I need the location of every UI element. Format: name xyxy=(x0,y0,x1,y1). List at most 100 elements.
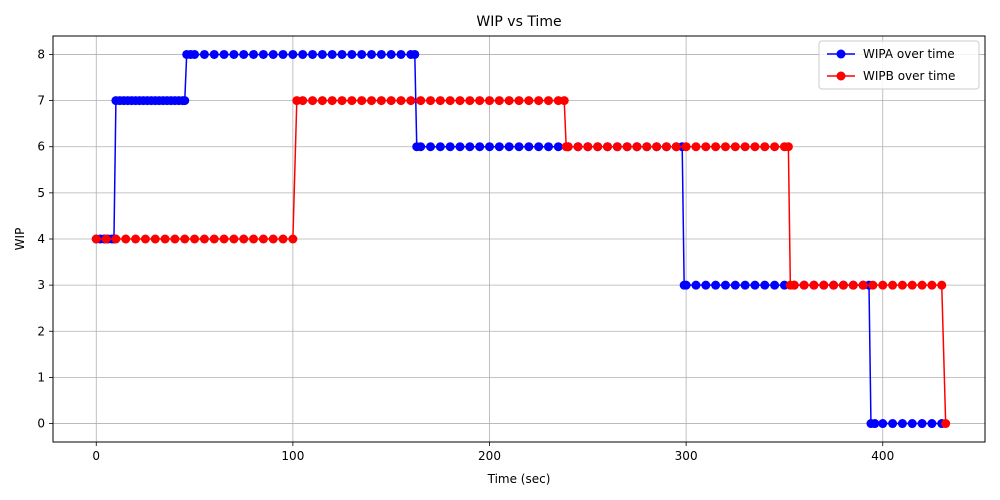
data-point xyxy=(317,96,327,106)
data-point xyxy=(435,96,445,106)
data-point xyxy=(327,96,337,106)
data-point xyxy=(308,49,318,59)
data-point xyxy=(219,234,229,244)
data-point xyxy=(357,49,367,59)
data-point xyxy=(563,142,573,152)
legend-marker xyxy=(836,49,846,59)
data-point xyxy=(494,96,504,106)
data-point xyxy=(445,96,455,106)
data-point xyxy=(897,419,907,429)
data-point xyxy=(878,419,888,429)
data-point xyxy=(809,280,819,290)
data-point xyxy=(209,234,219,244)
data-point xyxy=(897,280,907,290)
data-point xyxy=(494,142,504,152)
data-point xyxy=(917,280,927,290)
data-point xyxy=(543,96,553,106)
series-layer xyxy=(91,49,951,429)
data-point xyxy=(720,142,730,152)
data-point xyxy=(485,96,495,106)
data-point xyxy=(868,280,878,290)
data-point xyxy=(426,96,436,106)
data-point xyxy=(317,49,327,59)
data-point xyxy=(559,96,569,106)
data-point xyxy=(347,96,357,106)
data-point xyxy=(829,280,839,290)
data-point xyxy=(524,142,534,152)
data-point xyxy=(190,234,200,244)
series-wipb xyxy=(91,96,951,429)
data-point xyxy=(711,280,721,290)
data-point xyxy=(681,142,691,152)
data-point xyxy=(465,96,475,106)
x-tick-label: 400 xyxy=(871,449,894,463)
legend-marker xyxy=(836,71,846,81)
data-point xyxy=(150,234,160,244)
data-point xyxy=(111,234,121,244)
data-point xyxy=(760,142,770,152)
data-point xyxy=(101,234,111,244)
data-point xyxy=(783,142,793,152)
x-axis-label: Time (sec) xyxy=(487,472,551,486)
data-point xyxy=(337,49,347,59)
chart-title: WIP vs Time xyxy=(476,14,561,30)
legend-entry: WIPA over time xyxy=(827,47,955,61)
data-point xyxy=(386,49,396,59)
data-point xyxy=(642,142,652,152)
data-point xyxy=(131,234,141,244)
data-point xyxy=(288,234,298,244)
data-point xyxy=(671,142,681,152)
data-point xyxy=(878,280,888,290)
y-tick-label: 5 xyxy=(37,186,45,200)
data-point xyxy=(268,49,278,59)
data-point xyxy=(691,142,701,152)
data-point xyxy=(396,49,406,59)
data-point xyxy=(140,234,150,244)
data-point xyxy=(720,280,730,290)
data-point xyxy=(553,142,563,152)
data-point xyxy=(121,234,131,244)
data-point xyxy=(730,142,740,152)
x-tick-label: 200 xyxy=(478,449,501,463)
data-point xyxy=(799,280,809,290)
x-axis-ticks: 0 100 200 300 400 xyxy=(92,442,894,463)
data-point xyxy=(701,142,711,152)
data-point xyxy=(455,96,465,106)
data-point xyxy=(406,96,416,106)
data-point xyxy=(445,142,455,152)
data-point xyxy=(583,142,593,152)
x-tick-label: 300 xyxy=(675,449,698,463)
data-point xyxy=(730,280,740,290)
data-point xyxy=(298,96,308,106)
data-point xyxy=(927,280,937,290)
data-point xyxy=(367,96,377,106)
data-point xyxy=(278,234,288,244)
data-point xyxy=(573,142,583,152)
data-point xyxy=(760,280,770,290)
data-point xyxy=(907,280,917,290)
data-point xyxy=(410,49,420,59)
data-point xyxy=(455,142,465,152)
data-point xyxy=(770,280,780,290)
data-point xyxy=(870,419,880,429)
y-tick-label: 3 xyxy=(37,278,45,292)
data-point xyxy=(917,419,927,429)
data-point xyxy=(789,280,799,290)
data-point xyxy=(838,280,848,290)
y-tick-label: 7 xyxy=(37,94,45,108)
data-point xyxy=(258,234,268,244)
data-point xyxy=(661,142,671,152)
data-point xyxy=(711,142,721,152)
legend: WIPA over time WIPB over time xyxy=(818,40,980,90)
data-point xyxy=(209,49,219,59)
y-tick-label: 2 xyxy=(37,324,45,338)
data-point xyxy=(750,142,760,152)
data-point xyxy=(907,419,917,429)
legend-label: WIPA over time xyxy=(863,47,955,61)
data-point xyxy=(199,234,209,244)
data-point xyxy=(180,96,190,106)
data-point xyxy=(288,49,298,59)
data-point xyxy=(819,280,829,290)
x-tick-label: 0 xyxy=(92,449,100,463)
data-point xyxy=(888,419,898,429)
